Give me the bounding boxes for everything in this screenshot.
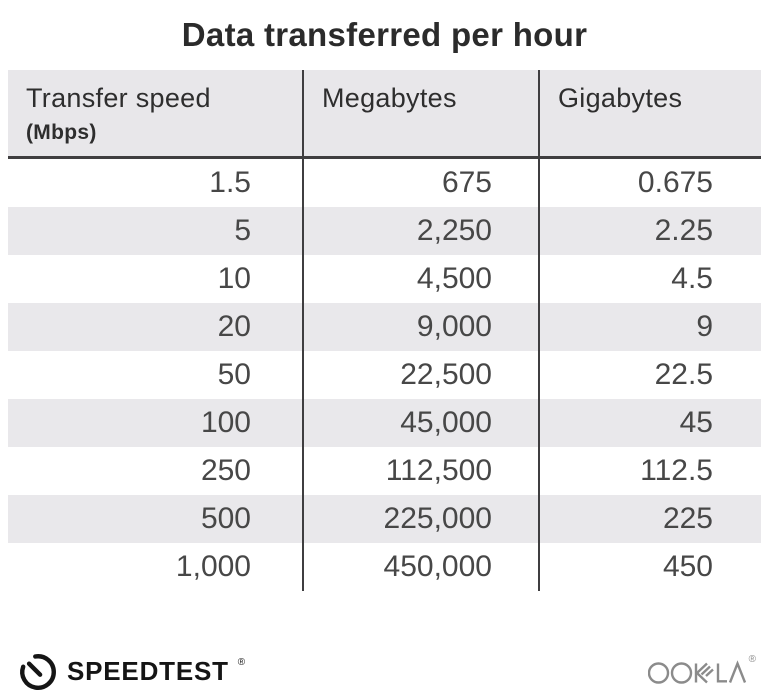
cell-megabytes: 9,000 bbox=[302, 303, 538, 351]
table-row: 50 22,500 22.5 bbox=[8, 351, 761, 399]
cell-transfer-speed: 1,000 bbox=[175, 550, 251, 583]
speedtest-logo: SPEEDTEST ® bbox=[17, 650, 246, 692]
table-row: 1,000 450,000 450 bbox=[8, 543, 761, 591]
ookla-logo: ® bbox=[647, 654, 756, 686]
cell-gigabytes: 112.5 bbox=[538, 447, 761, 495]
cell-transfer-speed: 1.5 bbox=[209, 166, 251, 199]
cell-transfer-speed: 5 bbox=[234, 214, 251, 247]
col-header-transfer-speed: Transfer speed (Mbps) bbox=[8, 70, 302, 156]
table-row: 100 45,000 45 bbox=[8, 399, 761, 447]
cell-gigabytes: 2.25 bbox=[538, 207, 761, 255]
cell-gigabytes: 4.5 bbox=[538, 255, 761, 303]
table-row: 20 9,000 9 bbox=[8, 303, 761, 351]
cell-megabytes: 225,000 bbox=[302, 495, 538, 543]
cell-gigabytes: 225 bbox=[538, 495, 761, 543]
col-header-transfer-speed-unit: (Mbps) bbox=[26, 121, 97, 144]
footer: SPEEDTEST ® ® bbox=[17, 646, 756, 696]
data-table: Transfer speed (Mbps) Megabytes Gigabyte… bbox=[8, 70, 761, 591]
cell-transfer-speed: 50 bbox=[217, 358, 251, 391]
cell-megabytes: 675 bbox=[302, 159, 538, 207]
table-row: 1.5 675 0.675 bbox=[8, 159, 761, 207]
cell-megabytes: 45,000 bbox=[302, 399, 538, 447]
cell-transfer-speed: 20 bbox=[217, 310, 251, 343]
registered-trademark-icon: ® bbox=[237, 656, 246, 668]
cell-megabytes: 22,500 bbox=[302, 351, 538, 399]
page-title: Data transferred per hour bbox=[181, 16, 588, 53]
cell-transfer-speed: 100 bbox=[200, 406, 251, 439]
cell-transfer-speed: 250 bbox=[200, 454, 251, 487]
table-header-row: Transfer speed (Mbps) Megabytes Gigabyte… bbox=[8, 70, 761, 159]
table-row: 5 2,250 2.25 bbox=[8, 207, 761, 255]
cell-transfer-speed: 500 bbox=[200, 502, 251, 535]
registered-trademark-icon: ® bbox=[748, 654, 756, 665]
speedtest-wordmark: SPEEDTEST bbox=[67, 655, 229, 686]
cell-megabytes: 112,500 bbox=[302, 447, 538, 495]
cell-gigabytes: 9 bbox=[538, 303, 761, 351]
cell-megabytes: 4,500 bbox=[302, 255, 538, 303]
ookla-wordmark bbox=[647, 660, 746, 684]
cell-megabytes: 450,000 bbox=[302, 543, 538, 591]
table-row: 500 225,000 225 bbox=[8, 495, 761, 543]
cell-gigabytes: 0.675 bbox=[538, 159, 761, 207]
speedometer-gauge-icon bbox=[20, 654, 56, 690]
table-row: 10 4,500 4.5 bbox=[8, 255, 761, 303]
cell-megabytes: 2,250 bbox=[302, 207, 538, 255]
cell-gigabytes: 450 bbox=[538, 543, 761, 591]
col-header-transfer-speed-label: Transfer speed bbox=[26, 83, 211, 113]
cell-gigabytes: 45 bbox=[538, 399, 761, 447]
cell-gigabytes: 22.5 bbox=[538, 351, 761, 399]
cell-transfer-speed: 10 bbox=[217, 262, 251, 295]
col-header-megabytes: Megabytes bbox=[302, 70, 538, 156]
table-row: 250 112,500 112.5 bbox=[8, 447, 761, 495]
col-header-gigabytes: Gigabytes bbox=[538, 70, 761, 156]
